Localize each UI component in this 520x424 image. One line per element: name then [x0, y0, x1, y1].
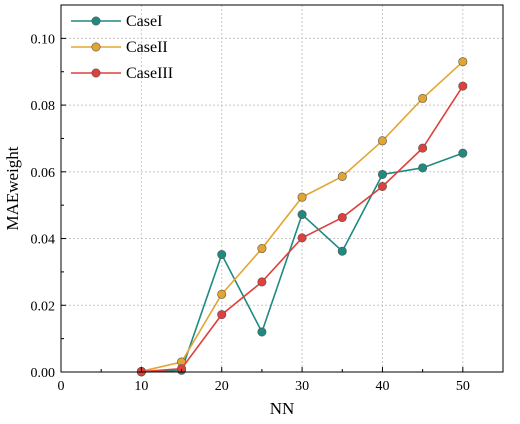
- legend-label: CaseIII: [126, 65, 173, 82]
- legend-marker: [91, 42, 101, 52]
- data-point: [458, 57, 468, 67]
- x-tick-label: 30: [295, 379, 309, 394]
- x-tick-label: 0: [58, 379, 65, 394]
- data-point: [418, 93, 428, 103]
- series-CaseIII: [136, 81, 468, 377]
- data-point: [458, 148, 468, 158]
- plot-frame: [60, 4, 504, 373]
- data-point: [217, 289, 227, 299]
- data-point: [297, 233, 307, 243]
- y-tick-label: 0.08: [31, 99, 56, 114]
- legend-item: CaseI: [71, 13, 162, 30]
- series-line: [141, 85, 464, 373]
- y-tick-label: 0.00: [31, 366, 56, 381]
- legend: CaseI CaseII CaseIII: [71, 13, 173, 82]
- legend-item: CaseIII: [71, 65, 173, 82]
- data-point: [337, 246, 347, 256]
- data-point: [217, 310, 227, 320]
- y-tick-label: 0.04: [31, 233, 56, 248]
- data-point: [177, 364, 187, 374]
- x-tick-label: 40: [375, 379, 389, 394]
- data-point: [257, 277, 267, 287]
- data-point: [377, 181, 387, 191]
- legend-label: CaseI: [126, 13, 162, 30]
- data-point: [257, 244, 267, 254]
- y-tick-label: 0.02: [31, 299, 56, 314]
- data-point: [217, 250, 227, 260]
- data-point: [337, 171, 347, 181]
- data-point: [257, 327, 267, 337]
- legend-label: CaseII: [126, 39, 168, 56]
- data-point: [458, 81, 468, 91]
- grid-lines: [61, 5, 503, 372]
- data-point: [418, 163, 428, 173]
- data-point: [418, 143, 428, 153]
- x-tick-label: 10: [134, 379, 148, 394]
- legend-marker: [91, 16, 101, 26]
- axis-ticks: 0 10 20 30 40 50 0.00 0.02 0.04 0.06 0.08 0.10: [31, 32, 470, 394]
- x-tick-label: 50: [456, 379, 470, 394]
- y-tick-label: 0.10: [31, 32, 56, 47]
- y-axis-title: MAEweight: [3, 146, 22, 230]
- data-point: [297, 192, 307, 202]
- data-point: [337, 213, 347, 223]
- data-point: [297, 210, 307, 220]
- data-point: [377, 169, 387, 179]
- legend-marker: [91, 68, 101, 78]
- x-axis-title: NN: [270, 399, 295, 418]
- x-tick-label: 20: [215, 379, 229, 394]
- legend-item: CaseII: [71, 39, 168, 56]
- y-tick-label: 0.06: [31, 166, 56, 181]
- data-point: [377, 136, 387, 146]
